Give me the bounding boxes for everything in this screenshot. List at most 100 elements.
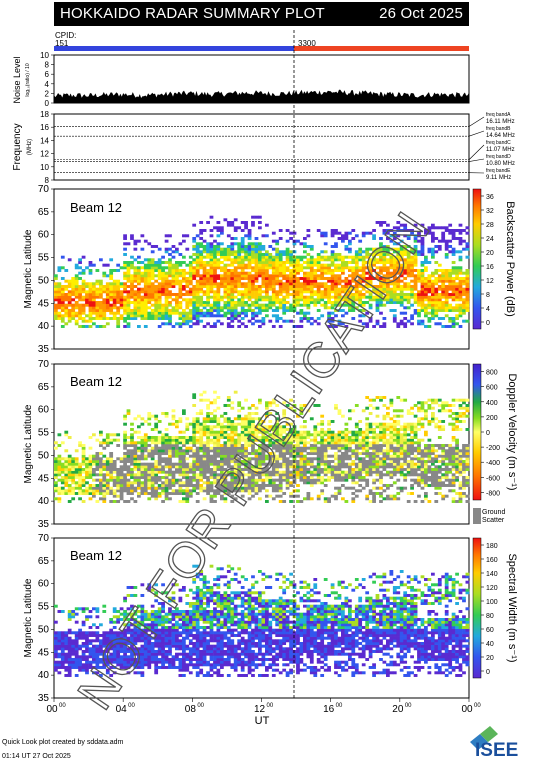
scatter-cell	[289, 476, 293, 479]
scatter-cell	[451, 287, 456, 291]
scatter-cell	[386, 494, 390, 498]
scatter-cell	[327, 470, 331, 474]
scatter-cell	[95, 293, 100, 296]
scatter-cell	[161, 309, 165, 312]
scatter-cell	[368, 306, 373, 310]
scatter-cell	[226, 481, 231, 485]
scatter-cell	[164, 290, 169, 294]
scatter-cell	[188, 314, 193, 318]
scatter-cell	[303, 255, 307, 259]
scatter-cell	[265, 261, 269, 264]
scatter-cell	[164, 303, 169, 307]
scatter-cell	[368, 492, 373, 495]
scatter-cell	[64, 457, 69, 461]
scatter-cell	[140, 470, 145, 474]
scatter-cell	[119, 282, 124, 286]
scatter-cell	[254, 293, 259, 296]
scatter-cell	[168, 497, 172, 501]
scatter-cell	[133, 306, 138, 310]
scatter-cell	[341, 298, 345, 302]
scatter-cell	[233, 428, 238, 431]
scatter-cell	[292, 452, 297, 455]
scatter-cell	[316, 494, 321, 498]
scatter-cell	[240, 311, 245, 315]
scatter-cell	[157, 266, 162, 270]
scatter-cell	[157, 492, 162, 495]
scatter-cell	[309, 465, 314, 469]
scatter-cell	[458, 269, 463, 272]
scatter-cell	[348, 287, 352, 291]
scatter-cell	[209, 255, 214, 259]
lat-tick-label: 70	[38, 184, 50, 195]
scatter-cell	[209, 269, 214, 272]
scatter-cell	[334, 245, 338, 248]
scatter-cell	[233, 295, 238, 299]
scatter-cell	[57, 457, 62, 461]
scatter-cell	[330, 229, 335, 232]
scatter-cell	[382, 433, 387, 437]
scatter-cell	[199, 282, 204, 286]
scatter-cell	[157, 295, 162, 299]
scatter-cell	[251, 258, 255, 262]
scatter-cell	[137, 271, 141, 275]
scatter-cell	[161, 484, 165, 487]
scatter-cell	[358, 462, 363, 466]
scatter-cell	[354, 266, 359, 270]
scatter-cell	[171, 274, 176, 278]
scatter-cell	[420, 261, 425, 264]
scatter-cell	[254, 486, 259, 490]
scatter-cell	[361, 436, 366, 439]
scatter-cell	[109, 476, 114, 479]
scatter-cell	[254, 279, 259, 283]
scatter-cell	[195, 430, 200, 434]
scatter-cell	[213, 266, 217, 270]
scatter-cell	[375, 406, 380, 410]
scatter-cell	[278, 285, 283, 288]
scatter-cell	[199, 287, 204, 291]
scatter-cell	[296, 465, 300, 469]
scatter-cell	[192, 433, 197, 437]
scatter-cell	[199, 250, 204, 254]
scatter-cell	[220, 298, 224, 302]
scatter-cell	[379, 500, 383, 503]
scatter-cell	[195, 242, 200, 246]
scatter-cell	[341, 271, 345, 275]
scatter-cell	[126, 325, 131, 328]
scatter-cell	[78, 266, 82, 270]
scatter-cell	[54, 486, 58, 490]
scatter-cell	[431, 290, 435, 294]
scatter-cell	[109, 441, 114, 445]
scatter-cell	[226, 285, 231, 288]
scatter-cell	[92, 478, 96, 482]
scatter-cell	[251, 253, 255, 256]
scatter-cell	[240, 422, 245, 426]
scatter-cell	[396, 441, 401, 445]
scatter-cell	[348, 309, 352, 312]
scatter-cell	[244, 473, 248, 477]
scatter-cell	[251, 242, 255, 246]
scatter-cell	[309, 263, 314, 267]
scatter-cell	[105, 441, 110, 445]
scatter-cell	[143, 239, 148, 243]
scatter-cell	[154, 473, 159, 477]
scatter-cell	[95, 460, 100, 463]
scatter-cell	[247, 406, 252, 410]
scatter-cell	[444, 279, 449, 283]
scatter-cell	[213, 390, 217, 394]
scatter-cell	[403, 317, 408, 320]
scatter-cell	[396, 253, 401, 256]
scatter-cell	[406, 293, 411, 296]
scatter-cell	[254, 478, 259, 482]
scatter-cell	[455, 250, 459, 254]
noise-ytick-label: 8	[45, 61, 50, 70]
scatter-cell	[240, 221, 245, 224]
scatter-cell	[372, 478, 376, 482]
scatter-cell	[137, 484, 141, 487]
scatter-cell	[365, 277, 370, 280]
scatter-cell	[140, 303, 145, 307]
scatter-cell	[344, 231, 349, 235]
scatter-cell	[81, 325, 86, 328]
scatter-cell	[178, 303, 183, 307]
scatter-cell	[202, 468, 207, 471]
scatter-cell	[275, 457, 280, 461]
